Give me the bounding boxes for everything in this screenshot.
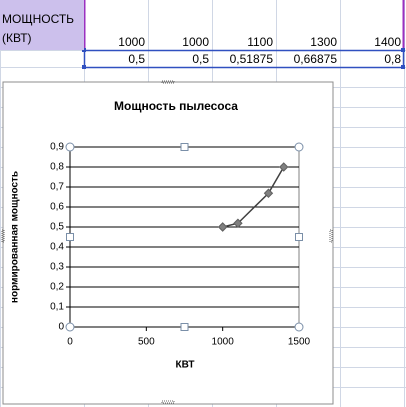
y-tick-label: 0,9 [50,142,64,153]
chart-handle [1,229,5,243]
selection-handle [82,48,86,52]
selection-handle [401,65,405,69]
x-tick-label: 0 [67,337,73,348]
x-axis-label: КВТ [175,360,194,371]
data-point [233,218,243,228]
x-tick-label: 500 [138,337,155,348]
cell: 1400 [374,35,401,49]
cell: 0,66875 [293,52,337,66]
chart-handle [329,229,333,243]
resize-handle [180,143,189,151]
data-point [217,222,228,232]
cell: 1000 [118,35,145,49]
x-tick-label: 1000 [212,337,235,348]
selection [83,49,405,69]
data-point [263,188,274,198]
cell: 1100 [247,35,273,49]
y-tick-label: 0,5 [50,222,64,233]
y-tick-label: 0,4 [50,242,64,253]
cell: 0,8 [384,52,401,66]
y-tick-label: 0,7 [50,182,64,193]
cell: 1300 [310,35,337,49]
resize-handle [65,142,75,152]
series-line [222,166,285,228]
plot-area [69,146,300,328]
y-axis-label: нормированная мощность [10,171,21,303]
y-tick-label: 0 [58,322,64,333]
resize-handle [65,322,75,332]
x-tick-label: 1500 [288,337,311,348]
cell: 0,5 [192,52,209,66]
y-tick-label: 0,3 [50,262,64,273]
cell: МОЩНОСТЬ (КВТ) [0,0,84,50]
resize-handle [66,233,74,241]
resize-handle [180,323,189,331]
resize-handle [295,233,303,241]
selection-handle [82,65,86,69]
cell: 0,5 [128,52,145,66]
y-tick-label: 0,6 [50,202,64,213]
selection-handle [401,48,405,52]
y-tick-label: 0,8 [50,162,64,173]
chart-handle [161,80,175,84]
chart-title: Мощность пылесоса [114,99,238,113]
resize-handle [294,322,304,332]
cell: 0,51875 [229,52,273,66]
chart-handle [161,400,175,404]
y-tick-label: 0,2 [50,282,64,293]
data-point [279,162,289,172]
y-tick-label: 0,1 [50,302,64,313]
resize-handle [294,142,304,152]
cell: 1000 [182,35,209,49]
